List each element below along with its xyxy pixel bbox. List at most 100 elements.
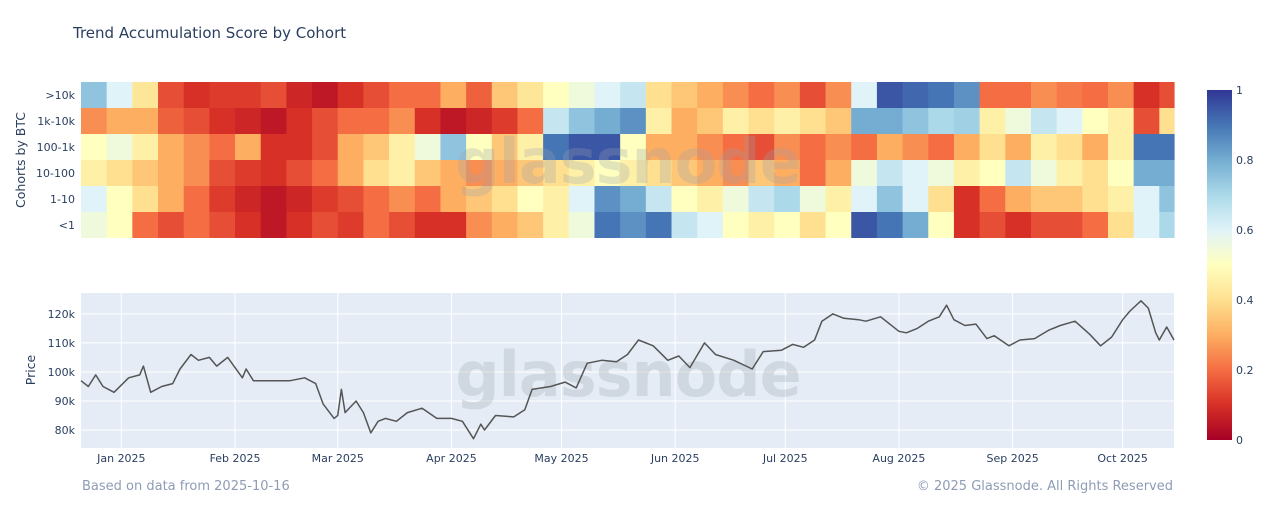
heatmap-cell — [1005, 82, 1032, 108]
heatmap-cell — [928, 212, 955, 238]
heatmap-cell — [1133, 82, 1160, 108]
heatmap-cell — [389, 160, 416, 186]
heatmap-cell — [491, 212, 519, 238]
heatmap-cell — [183, 160, 210, 186]
heatmap-cell — [1056, 108, 1083, 134]
heatmap-cell — [440, 212, 467, 238]
heatmap-cell — [697, 134, 724, 160]
heatmap-cell — [1159, 186, 1175, 212]
heatmap-cell — [825, 134, 852, 160]
heatmap-cell — [979, 82, 1006, 108]
heatmap-cell — [851, 134, 878, 160]
watermark-logo: glassnode — [455, 338, 800, 411]
heatmap-cell — [363, 186, 390, 212]
price-y-tick-label: 90k — [55, 395, 76, 408]
heatmap-cell — [363, 212, 390, 238]
heatmap-cell — [312, 186, 339, 212]
heatmap-cell — [81, 186, 108, 212]
heatmap-cell — [363, 82, 390, 108]
heatmap-cell — [1056, 82, 1083, 108]
heatmap-cell — [491, 186, 519, 212]
heatmap-cell — [106, 186, 133, 212]
heatmap-cell — [1159, 160, 1175, 186]
heatmap-cell — [979, 108, 1006, 134]
heatmap-y-tick-label: 10-100 — [36, 167, 75, 180]
heatmap-cell — [414, 108, 442, 134]
price-x-tick-label: Jun 2025 — [650, 452, 700, 465]
heatmap-cell — [517, 134, 544, 160]
heatmap-cell — [260, 160, 287, 186]
heatmap-cell — [81, 82, 108, 108]
heatmap-cell — [158, 108, 185, 134]
heatmap-cell — [286, 212, 313, 238]
heatmap-cell — [543, 160, 570, 186]
heatmap-cell — [851, 82, 878, 108]
heatmap-cell — [568, 160, 596, 186]
heatmap-cell — [1082, 186, 1109, 212]
price-x-tick-label: Feb 2025 — [210, 452, 261, 465]
heatmap-cell — [902, 134, 929, 160]
heatmap-cell — [645, 82, 673, 108]
heatmap-cell — [620, 82, 647, 108]
heatmap-cell — [928, 160, 955, 186]
heatmap-cell — [979, 212, 1006, 238]
colorbar-tick-label: 0.4 — [1236, 294, 1254, 307]
colorbar-tick-label: 0.8 — [1236, 154, 1254, 167]
heatmap-cell — [594, 186, 621, 212]
heatmap-cell — [1159, 212, 1175, 238]
heatmap-cell — [235, 212, 262, 238]
heatmap-cell — [979, 186, 1006, 212]
heatmap-cell — [697, 82, 724, 108]
heatmap-cell — [594, 82, 621, 108]
heatmap-cell — [440, 134, 467, 160]
heatmap-cell — [183, 108, 210, 134]
price-y-tick-label: 100k — [48, 366, 76, 379]
heatmap-cell — [825, 212, 852, 238]
heatmap-cell — [81, 108, 108, 134]
heatmap-cell — [876, 160, 904, 186]
heatmap-cell — [1107, 186, 1135, 212]
heatmap-cell — [671, 160, 698, 186]
heatmap-cell — [466, 82, 493, 108]
heatmap-cell — [979, 134, 1006, 160]
heatmap-cell — [594, 134, 621, 160]
colorbar-ticks: 0 0.2 0.4 0.6 0.8 1 — [1236, 84, 1254, 447]
heatmap-cell — [594, 108, 621, 134]
heatmap-cell — [722, 82, 750, 108]
heatmap-cell — [620, 186, 647, 212]
heatmap-cell — [235, 186, 262, 212]
heatmap-cell — [774, 186, 801, 212]
heatmap-cell — [414, 212, 442, 238]
heatmap-cell — [312, 134, 339, 160]
heatmap-cell — [799, 186, 827, 212]
heatmap-cell — [697, 108, 724, 134]
heatmap-cell — [286, 186, 313, 212]
heatmap-cell — [799, 212, 827, 238]
heatmap-cell — [132, 82, 159, 108]
heatmap-cell — [953, 82, 981, 108]
heatmap-cell — [876, 186, 904, 212]
heatmap-cell — [543, 82, 570, 108]
heatmap-cell — [748, 160, 775, 186]
heatmap-cell — [389, 212, 416, 238]
heatmap-cell — [825, 108, 852, 134]
heatmap-cell — [876, 108, 904, 134]
heatmap-cell — [312, 160, 339, 186]
heatmap-cell — [1133, 160, 1160, 186]
heatmap-cell — [1133, 134, 1160, 160]
price-x-tick-label: Jan 2025 — [96, 452, 145, 465]
heatmap-cell — [414, 186, 442, 212]
heatmap-cell — [363, 108, 390, 134]
heatmap-cell — [953, 212, 981, 238]
heatmap-cell — [209, 134, 236, 160]
heatmap-cell — [286, 108, 313, 134]
price-x-tick-label: Aug 2025 — [872, 452, 925, 465]
heatmap-cell — [1030, 186, 1058, 212]
heatmap-cell — [928, 134, 955, 160]
heatmap-cell — [928, 186, 955, 212]
heatmap-cell — [825, 82, 852, 108]
heatmap-cell — [568, 108, 596, 134]
heatmap-cell — [543, 134, 570, 160]
heatmap-cell — [106, 82, 133, 108]
